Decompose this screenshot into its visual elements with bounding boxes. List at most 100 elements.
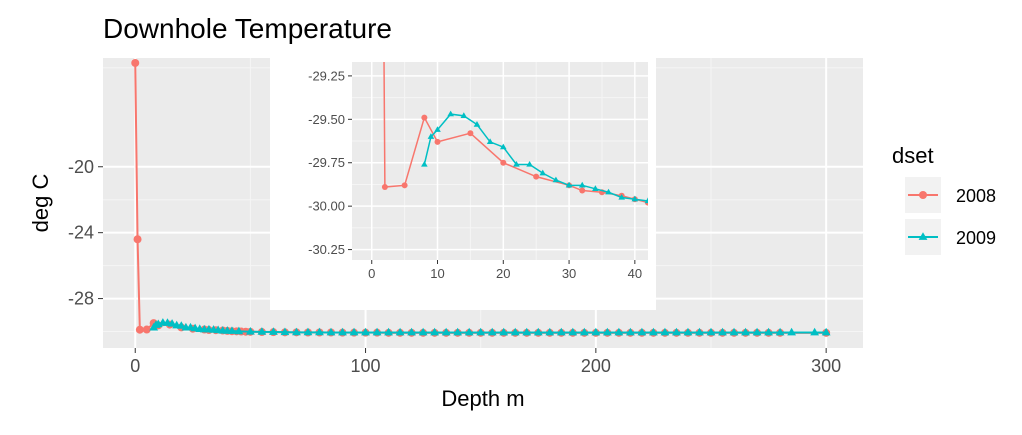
inset-data-point-2008 (500, 159, 507, 166)
inset-data-point-2009 (644, 197, 648, 204)
data-point-2009 (568, 327, 578, 336)
inset-data-point-2008 (533, 173, 540, 180)
data-point-2009 (315, 327, 324, 336)
inset-y-tick-label: -30.00 (308, 199, 345, 214)
data-point-2009 (280, 327, 290, 336)
data-point-2009 (602, 327, 612, 336)
data-point-2009 (556, 327, 566, 336)
inset-data-point-2009 (592, 185, 599, 191)
data-point-2009 (245, 326, 255, 335)
x-tick-label: 0 (130, 356, 140, 376)
inset-x-tick-label: 40 (628, 266, 642, 281)
inset-data-point-2009 (473, 120, 481, 127)
data-point-2009 (326, 327, 336, 336)
data-point-2009 (372, 327, 382, 336)
data-point-2009 (395, 327, 405, 336)
inset-panel-background (352, 62, 648, 260)
inset-data-point-2009 (605, 188, 612, 195)
data-point-2009 (821, 327, 831, 336)
inset-y-tick-label: -30.25 (308, 242, 345, 257)
inset-gridlines (352, 62, 648, 260)
inset-data-point-2009 (460, 112, 468, 119)
legend-entries: 2008 2009 (905, 177, 996, 255)
chart-title: Downhole Temperature (103, 13, 392, 44)
data-point-2009 (787, 327, 797, 336)
inset-x-tick-label: 30 (562, 266, 576, 281)
y-tick-label: -20 (68, 157, 94, 177)
data-point-2009 (695, 327, 704, 336)
series-2009 (149, 318, 831, 336)
inset-data-point-2009 (539, 169, 547, 176)
data-point-2009 (510, 327, 520, 336)
data-point-2009 (441, 327, 451, 336)
x-tick-label: 100 (351, 356, 381, 376)
data-point-2009 (660, 327, 670, 336)
data-point-2009 (418, 327, 428, 336)
data-point-2009 (338, 327, 347, 336)
data-point-2008 (135, 325, 144, 334)
data-point-2009 (303, 327, 313, 336)
data-point-2009 (706, 327, 716, 336)
x-tick-label: 300 (811, 356, 841, 376)
data-point-2009 (464, 327, 474, 336)
inset-x-tick-label: 20 (496, 266, 510, 281)
inset-data-point-2008 (401, 182, 408, 189)
data-point-2009 (775, 327, 785, 336)
inset-data-point-2009 (427, 133, 435, 139)
inset-x-tick-label: 0 (368, 266, 375, 281)
data-point-2009 (234, 326, 244, 335)
data-point-2009 (167, 319, 177, 327)
data-point-2009 (637, 327, 647, 336)
data-point-2009 (545, 327, 555, 336)
inset-data-point-2009 (434, 126, 441, 132)
data-point-2009 (614, 327, 624, 336)
data-point-2009 (764, 327, 773, 336)
inset-series-2009 (421, 110, 648, 204)
data-point-2008 (142, 325, 151, 334)
x-tick-label: 200 (581, 356, 611, 376)
data-point-2009 (625, 327, 635, 336)
inset-data-point-2009 (526, 160, 533, 167)
inset-y-tick-label: -29.75 (308, 155, 345, 170)
inset-data-point-2009 (618, 193, 625, 200)
data-point-2009 (533, 327, 543, 336)
inset-data-point-2008 (467, 130, 474, 137)
inset-y-tick-label: -29.25 (308, 68, 345, 83)
legend-marker-2008 (919, 191, 927, 199)
data-point-2009 (269, 327, 278, 335)
data-point-2009 (487, 327, 497, 336)
inset-x-tick-label: 10 (430, 266, 444, 281)
data-point-2009 (683, 327, 693, 336)
main-axes: 0 100 200 300-20-24-28 (68, 157, 841, 376)
legend: dset 2008 2009 (892, 143, 996, 255)
data-point-2009 (349, 327, 359, 336)
data-point-2009 (384, 327, 393, 336)
legend-entry-2008: 2008 (905, 177, 996, 213)
data-point-2009 (361, 327, 370, 336)
data-point-2009 (176, 321, 186, 329)
data-point-2009 (649, 327, 658, 336)
data-point-2009 (752, 327, 762, 336)
inset-data-point-2009 (578, 181, 586, 188)
data-point-2009 (522, 327, 532, 336)
legend-title: dset (892, 143, 934, 168)
data-point-2009 (499, 327, 509, 336)
data-point-2009 (729, 327, 739, 336)
data-point-2009 (430, 327, 440, 336)
y-axis-title: deg C (28, 174, 53, 233)
data-point-2009 (672, 327, 681, 336)
data-point-2009 (741, 327, 750, 336)
data-point-2009 (476, 327, 486, 336)
inset-plot: 0 10 20 30 40 -29.25 -29.50 -29.75 -30.00 -30.25 (270, 58, 656, 310)
inset-data-point-2009 (499, 143, 507, 150)
inset-data-point-2008 (434, 138, 441, 145)
inset-data-point-2009 (565, 181, 573, 188)
data-point-2009 (407, 327, 417, 336)
inset-data-point-2009 (447, 110, 454, 117)
y-tick-label: -24 (68, 223, 94, 243)
inset-data-point-2009 (552, 176, 560, 183)
data-point-2008 (131, 58, 140, 67)
data-point-2009 (591, 327, 601, 336)
inset-data-point-2009 (513, 160, 520, 167)
